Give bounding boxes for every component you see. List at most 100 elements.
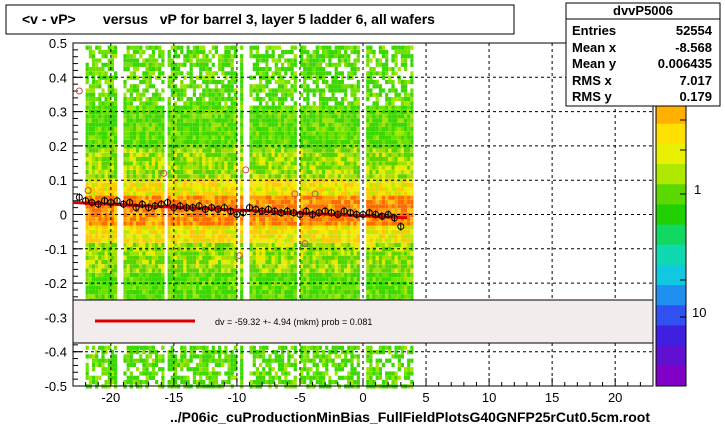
heatmap-cell — [224, 127, 228, 132]
heatmap-cell — [98, 148, 102, 153]
heatmap-cell — [177, 139, 181, 145]
heatmap-cell — [315, 105, 319, 110]
heatmap-cell — [274, 225, 278, 230]
heatmap-cell — [334, 54, 338, 59]
heatmap-cell — [170, 362, 174, 367]
heatmap-cell — [208, 242, 212, 247]
heatmap-cell — [129, 375, 133, 380]
heatmap-cell — [303, 225, 307, 230]
heatmap-cell — [202, 195, 206, 200]
heatmap-cell — [132, 105, 137, 110]
heatmap-cell — [195, 127, 200, 132]
heatmap-cell — [195, 49, 200, 55]
heatmap-cell — [85, 101, 89, 106]
heatmap-cell — [195, 238, 200, 243]
heatmap-cell — [277, 122, 282, 127]
heatmap-cell — [318, 259, 323, 265]
heatmap-cell — [347, 152, 351, 157]
heatmap-cell — [290, 345, 294, 350]
heatmap-cell — [344, 114, 348, 119]
heatmap-cell — [104, 62, 108, 67]
heatmap-cell — [186, 148, 190, 153]
heatmap-cell — [95, 58, 99, 63]
heatmap-cell — [249, 169, 253, 175]
heatmap-cell — [167, 165, 171, 170]
heatmap-cell — [277, 242, 282, 247]
heatmap-cell — [315, 221, 319, 226]
heatmap-cell — [287, 182, 291, 187]
heatmap-cell — [227, 88, 231, 93]
heatmap-cell — [277, 131, 282, 136]
heatmap-cell — [91, 105, 96, 110]
heatmap-cell — [303, 109, 307, 115]
heatmap-cell — [353, 165, 357, 170]
heatmap-cell — [205, 375, 209, 380]
heatmap-cell — [151, 161, 155, 166]
heatmap-cell — [132, 157, 137, 162]
heatmap-cell — [274, 109, 278, 115]
heatmap-cell — [353, 152, 357, 157]
heatmap-cell — [208, 285, 212, 290]
heatmap-cell — [328, 182, 332, 187]
heatmap-cell — [208, 122, 212, 127]
heatmap-cell — [334, 251, 338, 256]
heatmap-cell — [91, 285, 96, 290]
heatmap-cell — [287, 105, 291, 110]
heatmap-cell — [177, 195, 181, 200]
heatmap-cell — [167, 161, 171, 166]
heatmap-cell — [331, 54, 335, 59]
heatmap-cell — [218, 122, 222, 127]
heatmap-cell — [322, 208, 326, 213]
heatmap-cell — [300, 139, 304, 145]
heatmap-cell — [148, 272, 152, 277]
heatmap-cell — [104, 178, 108, 183]
heatmap-cell — [277, 118, 282, 123]
heatmap-cell — [290, 290, 294, 295]
heatmap-cell — [262, 165, 266, 170]
heatmap-cell — [325, 135, 329, 140]
heatmap-cell — [192, 62, 196, 67]
heatmap-cell — [148, 109, 152, 115]
heatmap-cell — [300, 114, 304, 119]
heatmap-cell — [158, 187, 162, 192]
heatmap-cell — [303, 71, 307, 76]
heatmap-cell — [318, 221, 323, 226]
heatmap-cell — [123, 67, 127, 72]
heatmap-cell — [189, 157, 193, 162]
heatmap-cell — [255, 187, 259, 192]
heatmap-cell — [353, 199, 357, 205]
heatmap-cell — [262, 58, 266, 63]
heatmap-cell — [252, 371, 256, 376]
heatmap-cell — [325, 371, 329, 376]
heatmap-cell — [252, 161, 256, 166]
heatmap-cell — [293, 88, 297, 93]
heatmap-cell — [101, 255, 105, 260]
heatmap-cell — [98, 208, 102, 213]
heatmap-cell — [91, 225, 96, 230]
heatmap-cell — [161, 212, 165, 217]
heatmap-cell — [334, 75, 338, 80]
heatmap-cell — [161, 127, 165, 132]
heatmap-cell — [252, 122, 256, 127]
heatmap-cell — [148, 127, 152, 132]
heatmap-cell — [173, 67, 178, 72]
heatmap-cell — [114, 54, 118, 59]
heatmap-cell — [186, 225, 190, 230]
heatmap-cell — [177, 234, 181, 239]
heatmap-cell — [350, 268, 354, 273]
heatmap-cell — [309, 229, 313, 235]
heatmap-cell — [192, 152, 196, 157]
heatmap-cell — [218, 242, 222, 247]
heatmap-cell — [129, 199, 133, 205]
heatmap-cell — [293, 148, 297, 153]
heatmap-cell — [322, 290, 326, 295]
heatmap-cell — [221, 272, 225, 277]
heatmap-cell — [306, 195, 310, 200]
heatmap-cell — [155, 45, 159, 50]
heatmap-cell — [132, 251, 137, 256]
heatmap-cell — [337, 79, 341, 85]
heatmap-cell — [132, 259, 137, 265]
heatmap-cell — [208, 157, 212, 162]
heatmap-cell — [148, 144, 152, 149]
heatmap-cell — [85, 114, 89, 119]
